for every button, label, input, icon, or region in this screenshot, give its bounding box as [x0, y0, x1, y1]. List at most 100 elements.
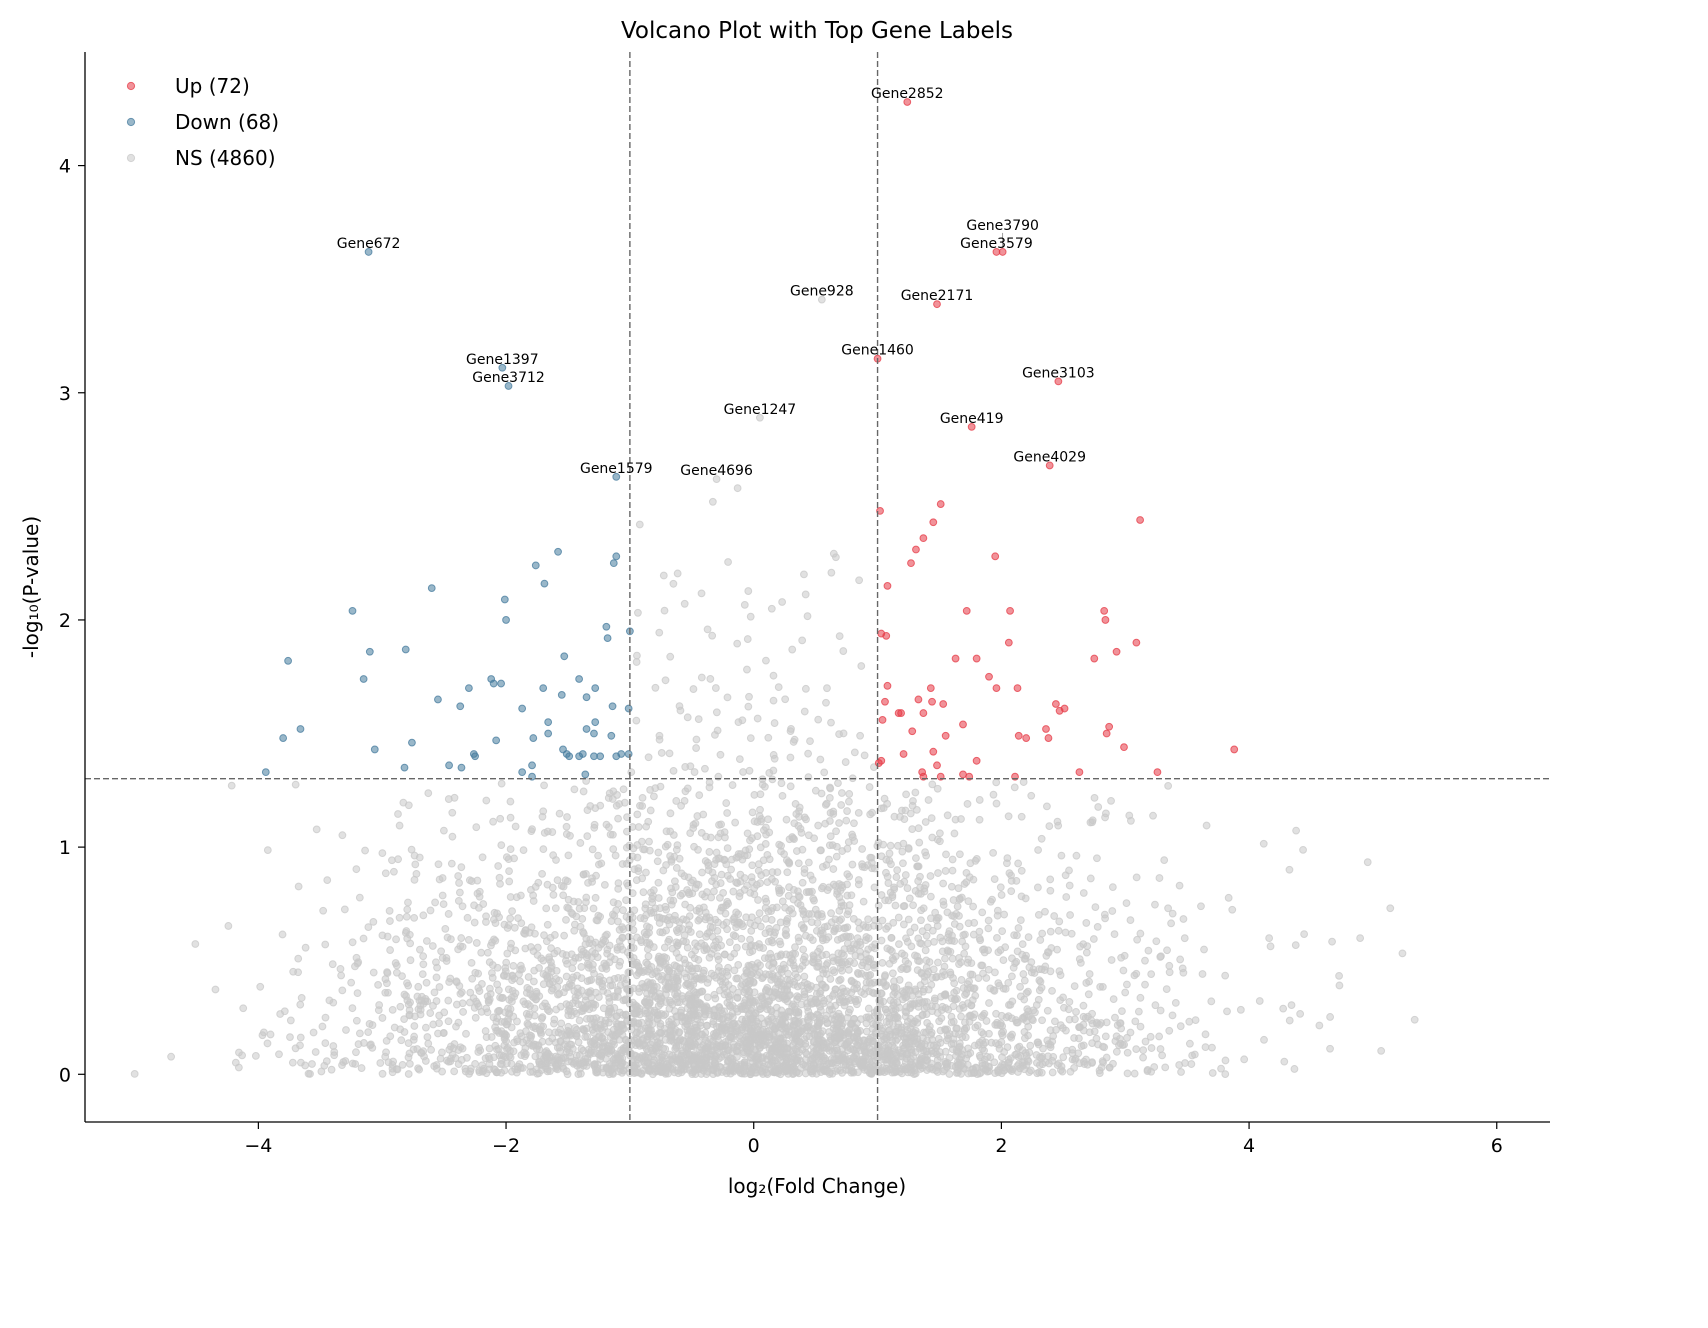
ns-point: [662, 827, 671, 836]
ns-point: [575, 1016, 584, 1025]
ns-point: [428, 942, 437, 950]
ns-point: [792, 810, 801, 818]
ns-point: [970, 918, 979, 927]
ns-point: [468, 974, 477, 983]
ns-point: [778, 965, 786, 974]
ns-point: [1079, 1012, 1088, 1021]
ns-point: [1136, 1022, 1145, 1031]
ns-point: [593, 916, 602, 925]
ns-point: [238, 1051, 246, 1060]
ns-point: [681, 1043, 690, 1052]
ns-point: [1223, 1007, 1231, 1016]
ns-point: [1091, 903, 1100, 911]
ns-point: [1062, 1026, 1070, 1035]
ns-point: [892, 1059, 901, 1068]
ns-point: [747, 926, 756, 935]
ns-point: [735, 892, 744, 901]
ns-point: [857, 662, 866, 670]
ns-point: [882, 855, 891, 864]
ns-point: [1065, 881, 1074, 890]
ns-point: [923, 998, 931, 1006]
ns-point: [552, 975, 561, 983]
ns-point: [167, 1052, 176, 1061]
ns-point: [646, 786, 655, 794]
ns-point: [610, 955, 619, 964]
ns-point: [511, 822, 520, 831]
up-point: [972, 756, 981, 765]
ns-point: [692, 1003, 701, 1012]
ns-point: [1136, 993, 1145, 1002]
ns-point: [793, 973, 802, 982]
ns-point: [836, 975, 845, 984]
ns-point: [668, 1055, 677, 1064]
ns-point: [710, 887, 718, 896]
ns-point: [1046, 886, 1055, 895]
ns-point: [991, 1069, 999, 1078]
ns-point: [817, 789, 826, 798]
ns-point: [727, 865, 735, 874]
ns-point: [576, 839, 585, 847]
ns-point: [946, 947, 955, 956]
ns-point: [353, 989, 362, 998]
ns-point: [690, 954, 699, 963]
ns-point: [961, 990, 969, 999]
ns-point: [519, 846, 528, 855]
ns-point: [1221, 1070, 1230, 1078]
ns-point: [975, 815, 984, 824]
ns-point: [1035, 1061, 1044, 1070]
ns-point: [602, 961, 611, 969]
ns-point: [827, 718, 835, 727]
ns-point: [915, 838, 924, 847]
ns-point: [994, 1040, 1003, 1049]
ns-point: [837, 789, 846, 797]
ns-point: [1151, 900, 1159, 909]
ns-point: [1019, 778, 1028, 786]
ns-point: [702, 1047, 711, 1056]
ns-point: [392, 961, 401, 970]
ns-point: [467, 958, 476, 967]
ns-point: [605, 993, 614, 1002]
ns-point: [702, 832, 710, 841]
ns-point: [869, 921, 878, 930]
ns-point: [1221, 1056, 1230, 1065]
ns-point: [1107, 796, 1115, 805]
ns-point: [778, 897, 787, 906]
ns-point: [1101, 914, 1109, 923]
ns-point: [925, 958, 934, 966]
ns-point: [909, 901, 917, 910]
ns-point: [665, 935, 674, 944]
ns-point: [825, 855, 833, 864]
down-point: [500, 595, 509, 604]
ns-point: [546, 980, 554, 989]
ns-point: [943, 811, 952, 820]
ns-point: [783, 1024, 792, 1032]
ns-point: [654, 894, 663, 902]
ns-point: [764, 954, 773, 963]
ns-point: [948, 954, 957, 963]
ns-point: [986, 897, 995, 906]
ns-point: [715, 854, 724, 863]
ns-point: [878, 958, 887, 967]
ns-point: [962, 1054, 971, 1063]
ns-point: [992, 799, 1001, 808]
ns-point: [941, 1026, 950, 1035]
ns-point: [1285, 865, 1294, 874]
ns-point: [424, 789, 433, 798]
ns-point: [619, 785, 628, 794]
ns-point: [747, 873, 756, 882]
ns-point: [645, 837, 653, 846]
ns-point: [1018, 940, 1027, 949]
ns-point: [990, 875, 999, 884]
ns-point: [414, 1064, 423, 1073]
ns-point: [933, 1056, 942, 1064]
ns-point: [701, 1028, 710, 1037]
ns-point: [789, 738, 798, 746]
ns-point: [714, 955, 723, 964]
ns-point: [967, 1001, 976, 1010]
ns-point: [917, 968, 926, 977]
ns-point: [1036, 936, 1045, 944]
ns-point: [705, 848, 714, 856]
ns-point: [980, 1046, 989, 1055]
ns-point: [783, 1044, 792, 1053]
